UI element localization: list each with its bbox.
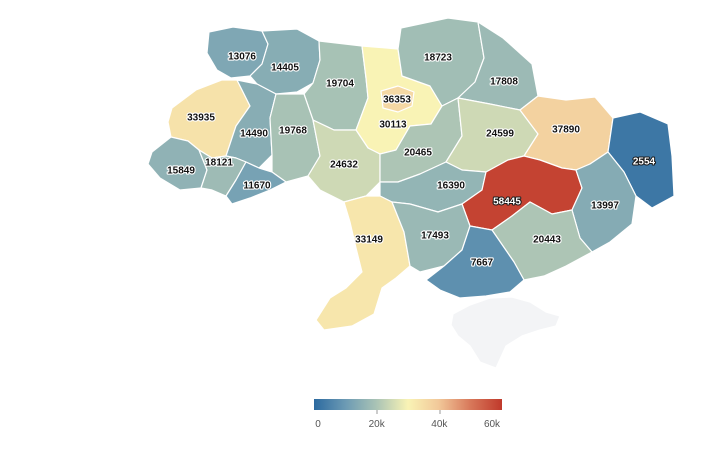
region-value-label: 24599 — [486, 129, 514, 140]
region-value-label: 37890 — [552, 125, 580, 136]
legend-tick-label: 60k — [483, 419, 501, 430]
legend-gradient-bar — [314, 399, 502, 410]
region-value-label: 11670 — [243, 181, 271, 192]
region-value-label: 58445 — [493, 197, 521, 208]
region-value-label: 13997 — [591, 201, 619, 212]
region-value-label: 16390 — [437, 181, 465, 192]
region-odesa[interactable] — [315, 195, 411, 331]
labels-layer: 13076 14405 19704 36353 30113 18723 17808 33935… — [166, 51, 657, 270]
region-value-label: 19768 — [279, 126, 307, 137]
legend-tick-label: 20k — [368, 419, 385, 430]
region-khmelnytskyi[interactable] — [269, 93, 321, 183]
region-value-label: 2554 — [633, 157, 656, 168]
region-value-label: 30113 — [379, 120, 407, 131]
region-kyiv-city[interactable] — [380, 85, 415, 113]
region-value-label: 7667 — [471, 258, 494, 269]
regions-layer — [147, 17, 675, 369]
region-crimea[interactable] — [450, 296, 561, 369]
region-rivne[interactable] — [249, 28, 321, 95]
region-chernivtsi[interactable] — [225, 161, 287, 205]
region-value-label: 20465 — [404, 148, 432, 159]
region-value-label: 19704 — [326, 79, 354, 90]
legend-tick-label: 40k — [431, 419, 448, 430]
region-value-label: 18723 — [424, 53, 452, 64]
region-value-label: 33935 — [187, 113, 215, 124]
region-value-label: 18121 — [205, 158, 233, 169]
legend-tick-label: 0 — [315, 419, 321, 430]
region-vinnytsia[interactable] — [307, 119, 381, 203]
region-value-label: 14405 — [271, 63, 299, 74]
region-value-label: 17493 — [421, 231, 449, 242]
region-value-label: 24632 — [330, 160, 358, 171]
region-value-label: 36353 — [383, 95, 411, 106]
region-value-label: 33149 — [355, 235, 383, 246]
region-donetsk[interactable] — [571, 151, 637, 253]
legend — [314, 399, 502, 414]
region-value-label: 13076 — [228, 52, 256, 63]
region-value-label: 17808 — [490, 77, 518, 88]
region-value-label: 14490 — [240, 129, 268, 140]
region-kherson[interactable] — [425, 225, 525, 299]
region-value-label: 15849 — [167, 166, 195, 177]
region-value-label: 20443 — [533, 235, 561, 246]
